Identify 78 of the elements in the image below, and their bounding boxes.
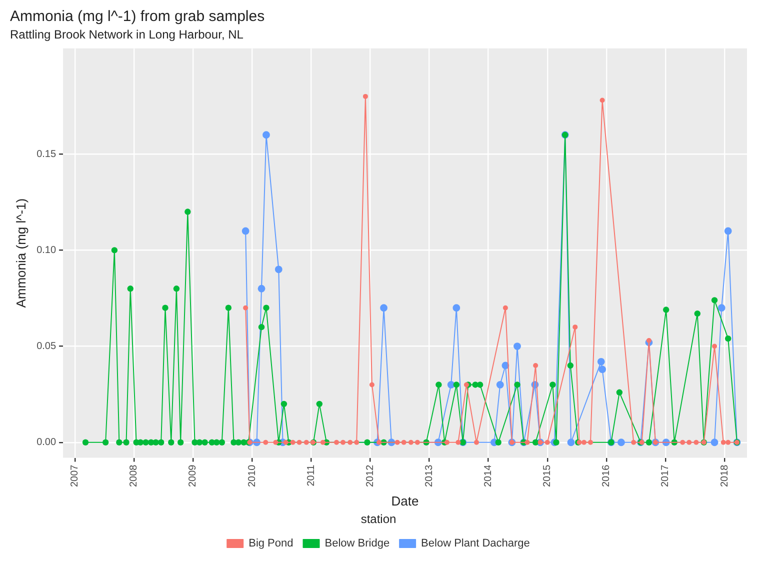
point <box>414 440 420 445</box>
point <box>600 98 605 103</box>
point <box>290 440 296 445</box>
point <box>474 440 479 445</box>
point <box>262 131 270 139</box>
point <box>320 440 326 445</box>
point <box>340 440 346 445</box>
x-tick-label: 2008 <box>128 464 140 488</box>
point <box>618 438 625 446</box>
x-tick-label: 2016 <box>601 464 612 488</box>
point <box>724 227 732 235</box>
point <box>273 440 278 445</box>
point <box>283 440 288 445</box>
point <box>597 358 605 366</box>
x-tick-label: 2015 <box>542 464 554 488</box>
point <box>514 342 521 350</box>
x-tick-label: 2009 <box>188 464 199 488</box>
point <box>567 438 575 446</box>
point <box>362 94 368 99</box>
legend-label: Below Plant Dacharge <box>421 538 530 550</box>
point <box>524 440 530 445</box>
y-axis-title: Ammonia (mg l^-1) <box>13 198 28 308</box>
y-tick-label: 0.15 <box>36 148 56 160</box>
point <box>376 440 382 445</box>
point <box>572 324 578 330</box>
point <box>263 440 268 445</box>
point <box>496 381 504 388</box>
point <box>258 284 266 292</box>
point <box>720 440 726 445</box>
point <box>712 344 718 349</box>
point <box>686 440 692 445</box>
legend-label: Below Bridge <box>324 538 390 550</box>
point <box>452 304 460 312</box>
x-tick-label: 2014 <box>483 464 494 488</box>
y-tick-label: 0.10 <box>36 244 56 256</box>
legend-label: Big Pond <box>248 538 294 550</box>
x-tick-label: 2013 <box>424 464 435 488</box>
point <box>631 440 636 445</box>
point <box>296 440 302 445</box>
point <box>588 440 593 445</box>
point <box>456 440 461 445</box>
point <box>304 440 309 445</box>
point <box>401 440 406 445</box>
x-tick-label: 2012 <box>364 464 376 488</box>
x-tick-label: 2007 <box>70 464 81 488</box>
x-tick-label: 2011 <box>306 464 317 486</box>
point <box>598 366 606 374</box>
point <box>680 440 686 445</box>
point <box>646 338 652 344</box>
y-tick-label: 0.00 <box>36 437 56 448</box>
x-tick-label: 2017 <box>660 464 672 488</box>
point <box>544 440 550 445</box>
point <box>581 440 586 445</box>
point <box>408 440 414 445</box>
point <box>502 305 508 310</box>
point <box>380 304 388 312</box>
point <box>533 363 538 368</box>
y-tick-label: 0.05 <box>36 341 56 352</box>
point <box>348 440 353 445</box>
point <box>464 382 469 388</box>
point <box>718 304 726 312</box>
legend-title: station <box>360 512 396 526</box>
point <box>694 440 699 445</box>
x-tick-label: 2010 <box>246 464 258 488</box>
x-tick-label: 2018 <box>719 464 730 488</box>
point <box>274 266 282 274</box>
point <box>354 440 360 445</box>
point <box>369 382 374 388</box>
x-axis-title: Date <box>391 493 419 508</box>
point <box>710 438 718 446</box>
point <box>243 305 248 310</box>
point <box>726 440 731 445</box>
point <box>394 440 400 445</box>
point <box>242 227 250 235</box>
chart-subtitle: Rattling Brook Network in Long Harbour, NL <box>10 28 244 42</box>
chart-title: Ammonia (mg l^-1) from grab samples <box>10 8 265 26</box>
point <box>334 440 340 445</box>
point <box>444 440 450 445</box>
